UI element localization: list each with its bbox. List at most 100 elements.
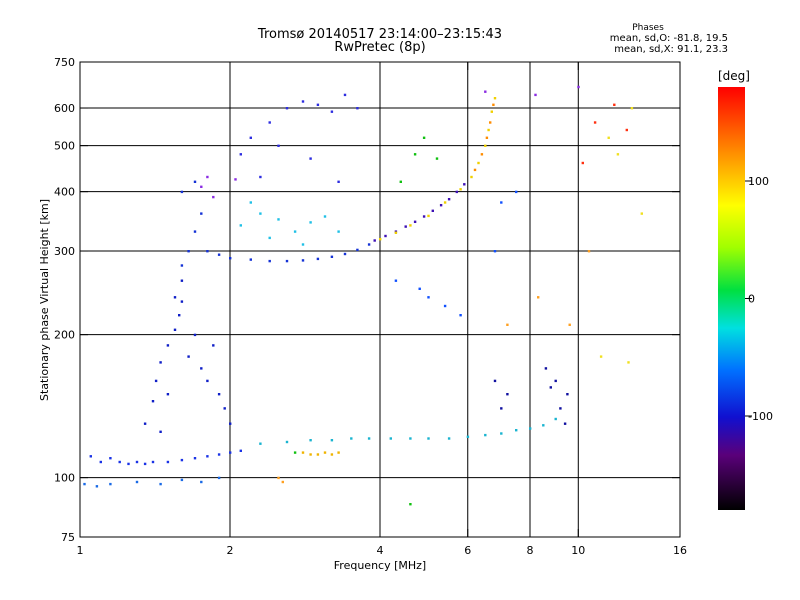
data-point xyxy=(593,121,597,124)
data-point xyxy=(447,198,451,201)
data-point xyxy=(484,433,487,437)
data-point xyxy=(455,190,458,194)
data-point xyxy=(443,304,447,308)
data-point xyxy=(630,107,634,110)
data-point xyxy=(384,234,387,238)
data-point xyxy=(337,180,340,183)
data-point xyxy=(316,257,320,261)
data-point xyxy=(166,460,170,464)
data-point xyxy=(337,230,340,233)
x-tick-labels: 1 2 4 6 8 10 16 xyxy=(77,544,688,557)
data-point xyxy=(206,250,209,253)
chart-title: Tromsø 20140517 23:14:00–23:15:43 xyxy=(257,27,503,42)
data-point xyxy=(473,168,477,172)
chart-subtitle: RwPretec (8p) xyxy=(334,40,426,55)
data-point xyxy=(277,476,280,480)
data-point xyxy=(409,224,412,227)
data-point xyxy=(399,180,402,183)
x-tick-label: 10 xyxy=(571,544,585,557)
data-point xyxy=(277,218,280,221)
data-point xyxy=(301,100,305,103)
data-point xyxy=(281,480,284,484)
data-point xyxy=(127,462,130,466)
data-point xyxy=(268,259,271,263)
data-point xyxy=(443,201,447,204)
data-point xyxy=(409,503,412,506)
data-point xyxy=(463,183,466,186)
data-point xyxy=(159,430,162,433)
y-tick-label: 500 xyxy=(54,140,75,153)
y-tick-label: 600 xyxy=(54,102,75,115)
data-point xyxy=(542,424,545,427)
data-point xyxy=(135,460,139,464)
data-point xyxy=(323,215,327,218)
x-tick-label: 6 xyxy=(464,544,471,557)
data-point xyxy=(206,379,209,383)
data-point xyxy=(180,300,184,303)
data-point xyxy=(217,453,221,456)
x-tick-label: 1 xyxy=(77,544,84,557)
data-point xyxy=(563,422,567,425)
y-axis-label: Stationary phase Virtual Height [km] xyxy=(38,199,51,401)
data-point xyxy=(422,215,426,218)
data-point xyxy=(500,407,503,410)
data-point xyxy=(259,175,262,179)
data-point xyxy=(200,212,203,215)
data-point xyxy=(640,212,643,215)
data-point xyxy=(427,437,430,440)
data-point xyxy=(180,279,184,282)
data-point xyxy=(379,238,382,241)
data-point xyxy=(83,482,86,486)
data-point xyxy=(159,482,162,486)
data-point xyxy=(229,257,232,260)
data-point xyxy=(118,460,121,464)
data-point xyxy=(484,144,487,147)
data-point xyxy=(301,451,305,454)
data-point xyxy=(166,393,170,396)
x-tick-label: 8 xyxy=(527,544,534,557)
data-point xyxy=(373,239,376,242)
data-point xyxy=(293,230,297,233)
data-point xyxy=(627,361,630,364)
y-tick-label: 300 xyxy=(54,245,75,258)
data-point xyxy=(301,243,305,246)
y-tick-label: 200 xyxy=(54,329,75,342)
data-point xyxy=(418,287,421,290)
data-point xyxy=(544,367,548,370)
data-point xyxy=(166,344,170,347)
y-tick-label: 100 xyxy=(54,472,75,485)
colorbar-tick-label: 100 xyxy=(748,175,769,188)
data-point xyxy=(493,379,497,383)
data-point xyxy=(404,225,407,228)
data-point xyxy=(554,379,557,383)
data-point xyxy=(173,296,177,299)
data-point xyxy=(500,432,503,435)
data-point xyxy=(427,214,430,218)
data-point xyxy=(206,175,209,179)
data-point xyxy=(259,442,262,445)
data-point xyxy=(581,161,584,165)
colorbar-tick-label: 0 xyxy=(748,293,755,306)
data-point xyxy=(493,97,497,100)
data-point xyxy=(330,255,334,258)
data-point xyxy=(143,462,147,466)
data-point xyxy=(151,400,155,403)
data-point xyxy=(559,407,562,410)
x-tick-label: 4 xyxy=(377,544,384,557)
data-point xyxy=(493,250,497,253)
data-point xyxy=(217,393,221,396)
data-point xyxy=(229,422,232,425)
data-point xyxy=(143,422,147,425)
data-point xyxy=(484,90,487,93)
data-point xyxy=(367,243,371,246)
data-point xyxy=(485,136,489,139)
data-point xyxy=(159,361,162,364)
data-point xyxy=(489,121,492,124)
data-point xyxy=(223,407,226,410)
data-point xyxy=(309,221,312,224)
data-point xyxy=(537,296,540,299)
stats-x-line: mean, sd,X: 91.1, 23.3 xyxy=(614,44,728,55)
data-point xyxy=(187,250,190,253)
data-point xyxy=(109,482,112,486)
